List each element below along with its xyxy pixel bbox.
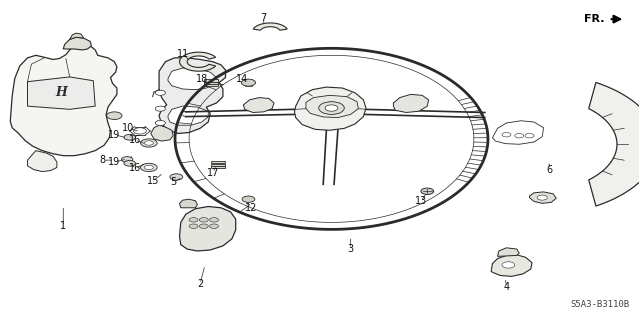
Polygon shape [211, 164, 225, 166]
Circle shape [189, 218, 198, 222]
Circle shape [156, 121, 166, 125]
Polygon shape [28, 77, 95, 109]
Polygon shape [589, 83, 640, 206]
Polygon shape [211, 166, 225, 168]
Circle shape [199, 224, 208, 228]
Circle shape [209, 224, 218, 228]
Text: H: H [56, 86, 67, 99]
Polygon shape [151, 125, 173, 141]
Circle shape [156, 90, 166, 95]
Text: S5A3-B3110B: S5A3-B3110B [571, 300, 630, 309]
Circle shape [242, 196, 255, 202]
Polygon shape [204, 82, 218, 84]
Circle shape [199, 218, 208, 222]
Circle shape [525, 133, 534, 138]
Polygon shape [211, 161, 225, 163]
Circle shape [319, 102, 344, 115]
Polygon shape [168, 106, 208, 125]
Text: 11: 11 [177, 49, 189, 59]
Polygon shape [492, 121, 543, 144]
Text: 12: 12 [245, 203, 257, 213]
Text: 1: 1 [60, 221, 67, 231]
Polygon shape [179, 199, 197, 208]
Text: 5: 5 [170, 177, 176, 187]
Circle shape [141, 139, 157, 147]
Circle shape [325, 105, 338, 111]
Polygon shape [394, 94, 429, 113]
Circle shape [170, 174, 182, 180]
Circle shape [141, 163, 157, 172]
Text: 17: 17 [207, 168, 219, 178]
Circle shape [145, 141, 154, 145]
Circle shape [209, 218, 218, 222]
Circle shape [537, 195, 547, 200]
Circle shape [515, 133, 524, 138]
Polygon shape [243, 98, 274, 113]
Text: 15: 15 [147, 176, 159, 186]
Polygon shape [294, 87, 366, 130]
Text: 4: 4 [504, 282, 509, 292]
Circle shape [134, 128, 147, 134]
Polygon shape [253, 23, 287, 30]
Circle shape [122, 157, 133, 162]
Text: 7: 7 [260, 13, 267, 23]
Polygon shape [497, 248, 519, 256]
Text: 14: 14 [236, 73, 248, 84]
Text: 13: 13 [415, 197, 427, 206]
Polygon shape [306, 95, 358, 118]
Polygon shape [179, 206, 236, 251]
Text: 10: 10 [122, 123, 134, 133]
Circle shape [502, 262, 515, 268]
Text: 16: 16 [129, 135, 141, 145]
Circle shape [502, 132, 511, 137]
Polygon shape [529, 192, 556, 203]
Polygon shape [159, 58, 225, 133]
Circle shape [107, 112, 122, 120]
Polygon shape [63, 37, 92, 50]
Circle shape [124, 160, 136, 166]
Polygon shape [180, 52, 216, 71]
Polygon shape [491, 255, 532, 276]
Circle shape [145, 165, 154, 170]
Polygon shape [168, 68, 216, 90]
Circle shape [241, 79, 255, 86]
Circle shape [189, 224, 198, 228]
Polygon shape [70, 33, 84, 40]
Text: 19: 19 [108, 130, 120, 140]
Text: FR.: FR. [584, 14, 605, 24]
Text: 18: 18 [196, 74, 208, 85]
Text: 16: 16 [129, 163, 141, 174]
Text: 2: 2 [197, 279, 203, 289]
Circle shape [156, 106, 166, 111]
Text: 8: 8 [100, 155, 106, 165]
Text: 19: 19 [108, 157, 120, 167]
Circle shape [124, 134, 136, 140]
Polygon shape [204, 84, 218, 86]
Text: 6: 6 [547, 165, 553, 175]
Polygon shape [10, 45, 117, 156]
Text: 3: 3 [348, 244, 354, 254]
Polygon shape [204, 79, 218, 82]
Polygon shape [28, 151, 57, 172]
Circle shape [421, 188, 434, 195]
